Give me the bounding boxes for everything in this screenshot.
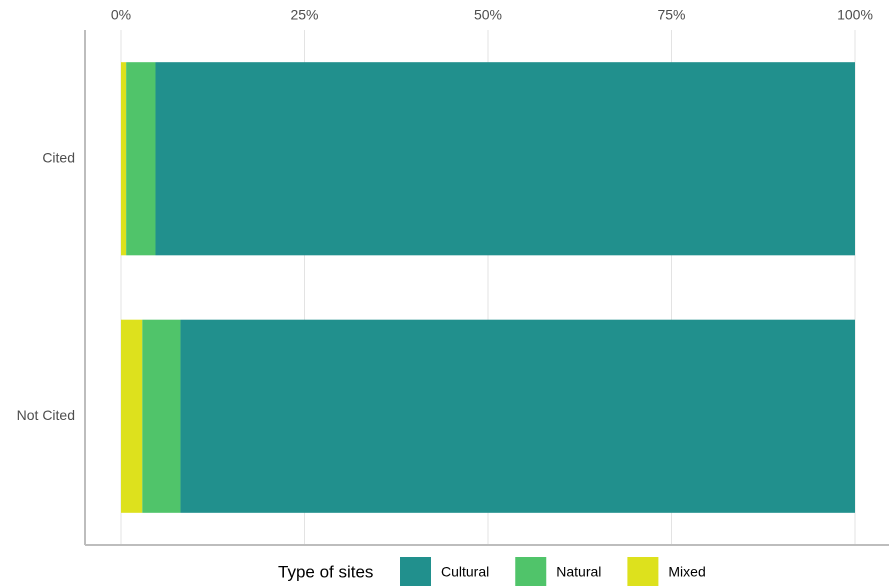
y-tick-label: Cited xyxy=(42,149,75,165)
legend-swatch xyxy=(627,557,659,586)
legend-label: Mixed xyxy=(668,564,705,580)
bar-segment xyxy=(155,62,856,256)
bar-segment xyxy=(121,319,143,513)
legend-label: Natural xyxy=(556,564,601,580)
bar-segment xyxy=(142,319,181,513)
bar-segment xyxy=(180,319,856,513)
x-tick-label: 50% xyxy=(474,7,502,23)
legend-swatch xyxy=(400,557,431,586)
bar-segment xyxy=(121,62,127,256)
y-tick-label: Not Cited xyxy=(17,407,75,423)
x-tick-label: 0% xyxy=(111,7,131,23)
legend-label: Cultural xyxy=(441,564,489,580)
legend-title: Type of sites xyxy=(278,562,373,581)
bar-segment xyxy=(126,62,156,256)
x-tick-label: 25% xyxy=(290,7,318,23)
legend-swatch xyxy=(515,557,547,586)
x-tick-label: 100% xyxy=(837,7,873,23)
x-tick-label: 75% xyxy=(657,7,685,23)
